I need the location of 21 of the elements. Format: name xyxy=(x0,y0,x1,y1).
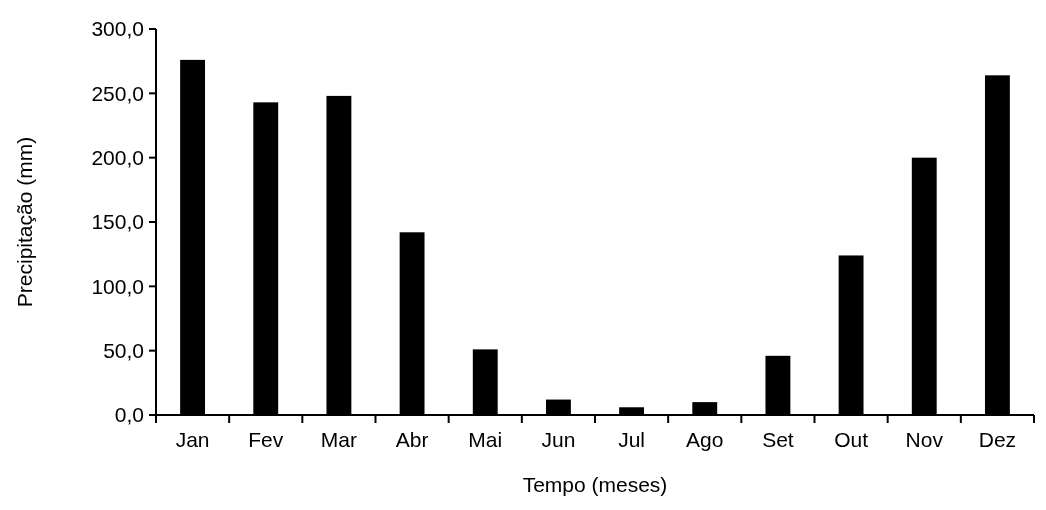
x-tick-label: Out xyxy=(834,428,869,451)
x-tick-label: Ago xyxy=(686,428,724,451)
y-axis-title: Precipitação (mm) xyxy=(13,136,36,308)
y-tick-label: 0,0 xyxy=(114,403,144,427)
x-tick-label: Fev xyxy=(248,428,284,451)
x-tick-label: Mar xyxy=(320,428,357,451)
x-tick-label: Jul xyxy=(618,428,646,451)
x-tick-label: Dez xyxy=(978,428,1017,451)
y-tick-label: 200,0 xyxy=(91,146,144,170)
x-tick-label: Jan xyxy=(175,428,210,451)
y-tick-label: 300,0 xyxy=(91,17,144,41)
y-tick-label: 250,0 xyxy=(91,81,144,105)
x-tick-label: Jun xyxy=(541,428,576,451)
y-tick-label: 150,0 xyxy=(91,210,144,234)
x-tick-label: Set xyxy=(762,428,794,451)
x-tick-label: Nov xyxy=(905,428,944,451)
x-tick-label: Abr xyxy=(395,428,429,451)
x-axis-title: Tempo (meses) xyxy=(522,473,668,496)
y-tick-label: 50,0 xyxy=(103,339,144,363)
y-tick-label: 100,0 xyxy=(91,274,144,298)
x-tick-label: Mai xyxy=(468,428,503,451)
